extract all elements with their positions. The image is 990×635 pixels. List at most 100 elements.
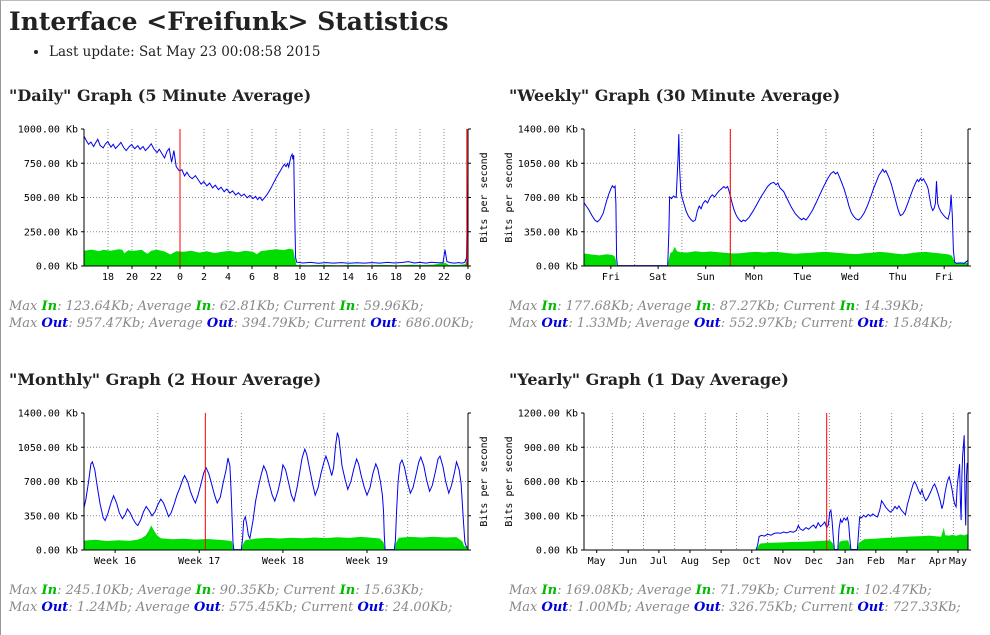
stat-value: : 957.47Kb; xyxy=(68,316,145,331)
x-tick-label: Mar xyxy=(898,556,916,567)
stat-direction-out: Out xyxy=(41,316,69,331)
in-series-area xyxy=(584,527,968,550)
daily-stats: Max In: 123.64Kb; Average In: 62.81Kb; C… xyxy=(9,298,496,332)
yearly-stats: Max In: 169.08Kb; Average In: 71.79Kb; C… xyxy=(509,582,983,616)
y-tick-label: 250.00 Kb xyxy=(24,227,78,238)
x-tick-label: Jun xyxy=(619,556,637,567)
in-stats-line: Max In: 245.10Kb; Average In: 90.35Kb; C… xyxy=(9,582,496,599)
yearly-graph-title: "Yearly" Graph (1 Day Average) xyxy=(509,370,789,389)
stat-label: Average xyxy=(133,583,196,598)
stat-value: : 62.81Kb; xyxy=(211,299,280,314)
stat-direction-in: In xyxy=(339,299,356,314)
weekly-graph-title: "Weekly" Graph (30 Minute Average) xyxy=(509,86,841,105)
x-tick-label: 2 xyxy=(201,272,207,283)
stat-direction-in: In xyxy=(339,583,356,598)
daily-graph-title: "Daily" Graph (5 Minute Average) xyxy=(9,86,312,105)
x-tick-label: Sep xyxy=(712,556,730,567)
x-tick-label: Week 17 xyxy=(178,556,220,567)
bits-per-second-label: Bits per second xyxy=(479,152,490,242)
monthly-graph: 0.00 Kb 350.00 Kb 700.00 Kb 1050.00 Kb 1400.… xyxy=(9,404,496,572)
x-tick-label: Feb xyxy=(867,556,885,567)
x-tick-label: Wed xyxy=(841,272,859,283)
stat-value: : 90.35Kb; xyxy=(211,583,280,598)
stat-direction-out: Out xyxy=(357,600,385,615)
y-tick-label: 1400.00 Kb xyxy=(518,125,578,136)
stat-label: Current xyxy=(279,583,340,598)
stat-label: Average xyxy=(131,600,194,615)
daily-section: "Daily" Graph (5 Minute Average) 0.00 Kb… xyxy=(9,62,496,332)
stat-label: Max xyxy=(509,583,542,598)
x-tick-label: 8 xyxy=(273,272,279,283)
monthly-section: "Monthly" Graph (2 Hour Average) 0.00 Kb… xyxy=(9,346,496,616)
stat-label: Max xyxy=(9,600,42,615)
bits-per-second-label: Bits per second xyxy=(504,436,515,526)
stat-value: : 177.68Kb; xyxy=(557,299,634,314)
in-stats-line: Max In: 123.64Kb; Average In: 62.81Kb; C… xyxy=(9,298,496,315)
stat-value: : 102.47Kb; xyxy=(855,583,932,598)
x-tick-label: Fri xyxy=(935,272,953,283)
y-tick-label: 900.00 Kb xyxy=(524,443,578,454)
x-tick-label: Jul xyxy=(650,556,668,567)
y-tick-label: 500.00 Kb xyxy=(24,193,78,204)
out-stats-line: Max Out: 1.33Mb; Average Out: 552.97Kb; … xyxy=(509,315,983,332)
y-tick-label: 0.00 Kb xyxy=(36,546,78,557)
stat-label: Current xyxy=(297,600,358,615)
x-tick-label: Dec xyxy=(805,556,823,567)
bits-per-second-label: Bits per second xyxy=(479,436,490,526)
x-tick-label: May xyxy=(588,556,606,567)
x-tick-label: 10 xyxy=(294,272,306,283)
in-series-area xyxy=(84,525,468,550)
stat-direction-in: In xyxy=(41,299,58,314)
out-stats-line: Max Out: 1.24Mb; Average Out: 575.45Kb; … xyxy=(9,599,496,616)
stat-direction-in: In xyxy=(839,583,856,598)
x-tick-label: 22 xyxy=(150,272,162,283)
x-tick-label: 0 xyxy=(465,272,471,283)
stat-value: : 326.75Kb; xyxy=(720,600,798,615)
stat-direction-in: In xyxy=(41,583,58,598)
x-tick-label: Apr xyxy=(929,556,947,567)
stat-value: : 71.79Kb; xyxy=(711,583,780,598)
stat-value: : 1.00Mb; xyxy=(568,600,632,615)
stat-label: Current xyxy=(797,316,858,331)
y-tick-label: 350.00 Kb xyxy=(524,227,578,238)
stat-value: : 169.08Kb; xyxy=(557,583,634,598)
in-stats-line: Max In: 169.08Kb; Average In: 71.79Kb; C… xyxy=(509,582,983,599)
stat-direction-in: In xyxy=(839,299,856,314)
stat-label: Current xyxy=(310,316,371,331)
x-tick-label: 14 xyxy=(342,272,354,283)
stat-direction-in: In xyxy=(541,583,558,598)
stat-value: : 87.27Kb; xyxy=(711,299,780,314)
stat-value: : 15.84Kb; xyxy=(884,316,953,331)
out-stats-line: Max Out: 957.47Kb; Average Out: 394.79Kb… xyxy=(9,315,496,332)
stat-label: Average xyxy=(631,600,694,615)
graphs-grid: "Daily" Graph (5 Minute Average) 0.00 Kb… xyxy=(9,62,990,630)
y-tick-label: 1200.00 Kb xyxy=(518,409,578,420)
y-tick-label: 1000.00 Kb xyxy=(18,125,78,136)
out-series-line xyxy=(83,135,469,264)
stat-label: Max xyxy=(9,583,42,598)
stat-label: Max xyxy=(9,316,42,331)
yearly-graph-svg: 0.00 Kb 300.00 Kb 600.00 Kb 900.00 Kb 1200.0… xyxy=(504,409,971,567)
stat-direction-out: Out xyxy=(693,316,721,331)
x-tick-label: 12 xyxy=(318,272,330,283)
daily-graph-svg: 0.00 Kb 250.00 Kb 500.00 Kb 750.00 Kb 1000.0… xyxy=(18,125,490,284)
x-tick-label: Fri xyxy=(602,272,620,283)
stat-value: : 1.24Mb; xyxy=(68,600,132,615)
x-tick-label: 4 xyxy=(225,272,231,283)
stat-direction-in: In xyxy=(195,583,212,598)
x-tick-label: Tue xyxy=(793,272,811,283)
stat-value: : 14.39Kb; xyxy=(855,299,924,314)
x-tick-label: Week 16 xyxy=(94,556,136,567)
x-tick-label: 0 xyxy=(177,272,183,283)
yearly-section: "Yearly" Graph (1 Day Average) 0.00 Kb 30… xyxy=(496,346,983,616)
stat-direction-in: In xyxy=(695,299,712,314)
x-tick-label: 22 xyxy=(438,272,450,283)
stat-direction-out: Out xyxy=(370,316,398,331)
out-series-line xyxy=(583,134,969,267)
stat-value: : 59.96Kb; xyxy=(355,299,424,314)
x-tick-label: Aug xyxy=(681,556,699,567)
page-title: Interface <Freifunk> Statistics xyxy=(9,7,449,36)
x-tick-label: May xyxy=(949,556,967,567)
stat-direction-out: Out xyxy=(857,600,885,615)
y-tick-label: 0.00 Kb xyxy=(536,262,578,273)
